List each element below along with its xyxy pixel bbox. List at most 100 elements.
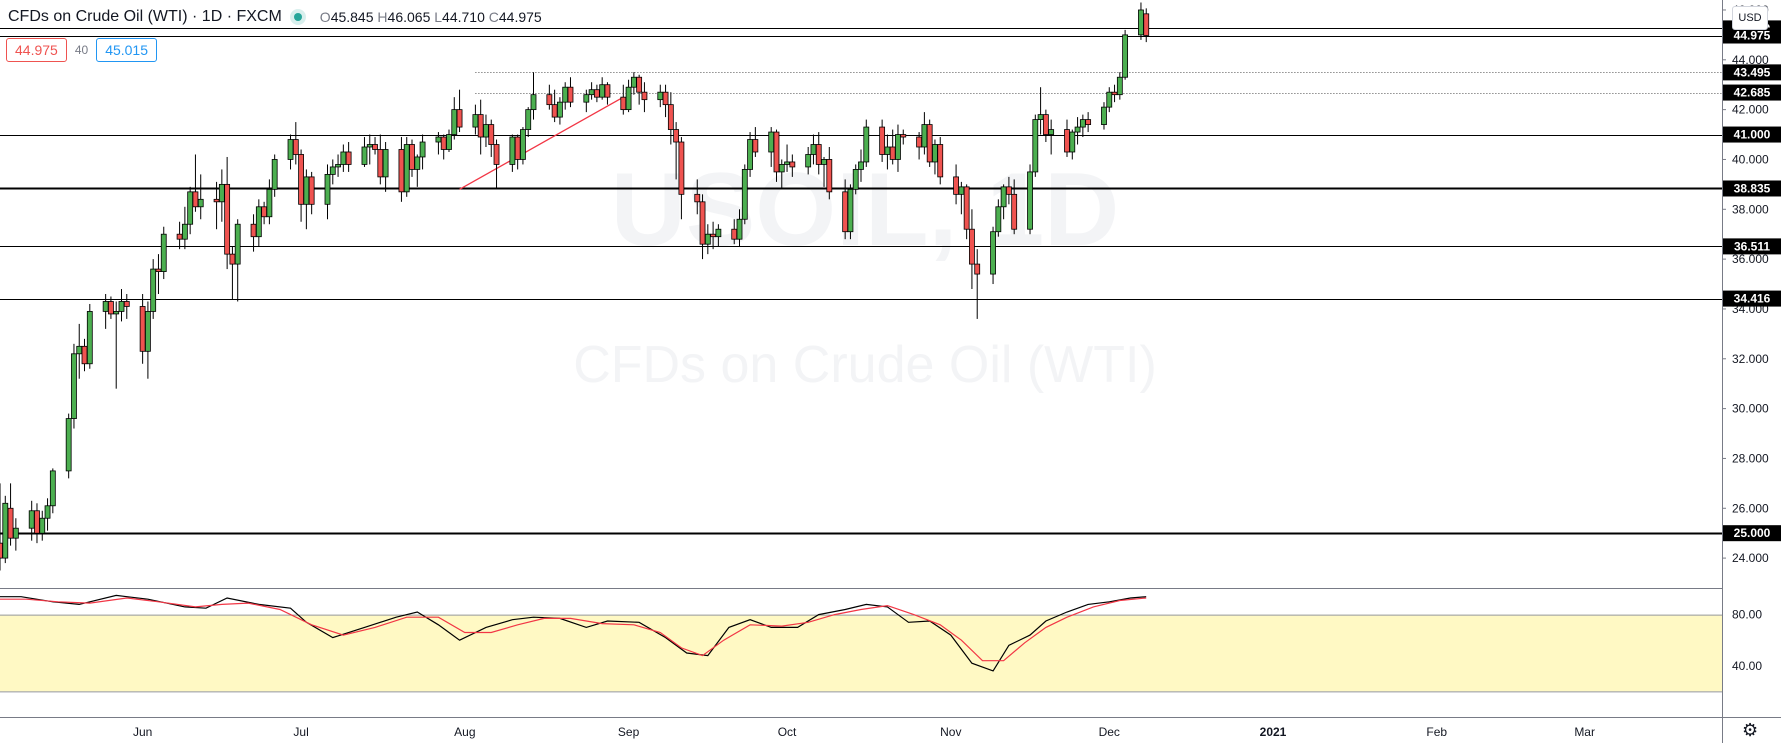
candle-body [446,134,452,150]
level-label: 34.416 [1734,292,1771,306]
close-label: C [488,9,499,25]
time-tick-label: Oct [778,725,797,739]
candle-body [974,263,981,275]
candle-body [261,206,268,218]
oscillator-axis[interactable]: 80.00 40.00 [1732,608,1762,673]
candle-body [1079,119,1086,128]
candle-body [250,223,257,238]
time-axis[interactable]: Jun Jul Aug Sep Oct Nov Dec 2021 Feb Mar [133,725,1595,739]
candle-body [768,131,775,153]
candle-body [810,144,817,155]
candle-body [710,233,716,238]
candle-body [995,206,1002,233]
candle-body [440,136,447,150]
candle-body [118,301,125,312]
candle-body [409,144,415,170]
candle-body [514,136,521,160]
candle-body [86,311,93,365]
candle-body [1143,13,1150,36]
price-axis[interactable]: 46.00044.00042.00040.00038.00036.00034.0… [1722,3,1769,565]
high-value: 46.065 [387,9,431,25]
candle-body [329,166,336,175]
candle-body [847,188,854,233]
horizontal-levels[interactable] [0,28,1722,535]
candle-body [588,89,595,96]
candle-body [345,151,352,165]
price-tick-label: 32.000 [1732,352,1769,366]
candle-body [889,146,896,160]
candle-body [805,154,812,168]
candle-body [636,76,643,93]
time-tick-label: Jul [293,725,308,739]
candle-body [324,174,331,205]
buy-button[interactable]: 45.015 [96,38,158,62]
market-status-icon[interactable] [293,13,302,21]
candle-body [778,164,785,173]
gear-icon[interactable]: ⚙ [1742,720,1759,740]
candle-body [900,134,907,138]
candle-body [1064,129,1070,153]
candle-body [192,191,199,208]
candle-body [1085,119,1092,125]
candle-body [625,86,632,111]
level-label-box [1723,238,1781,255]
candle-body [366,144,373,148]
low-value: 44.710 [442,9,485,25]
candle-body [694,193,701,203]
candle-body [932,144,938,163]
candle-body [102,301,109,312]
candle-body [28,510,35,529]
candle-body [76,345,83,355]
candle-body [160,233,167,272]
time-tick-label: Nov [940,725,961,739]
candle-body [1122,34,1129,78]
quote-buttons: 44.975 40 45.015 [6,38,158,62]
trendline-layer[interactable] [459,96,624,190]
level-label: 42.685 [1734,86,1771,100]
candle-body [863,126,870,163]
candle-body [435,136,442,143]
time-tick-label: Feb [1426,725,1447,739]
candle-body [784,161,790,165]
symbol-legend[interactable]: CFDs on Crude Oil (WTI) · 1D · FXCM O45.… [8,8,542,26]
candle-body [736,218,743,240]
oscillator-k-line [0,594,1147,672]
candle-body [657,91,664,101]
candle-body [403,144,410,193]
sell-button[interactable]: 44.975 [6,38,67,62]
currency-button[interactable]: USD [1732,6,1768,30]
candle-body [0,542,3,559]
candle-body [520,129,526,160]
level-label-box [1723,525,1781,542]
level-label-box [1723,290,1781,307]
candle-body [472,114,479,128]
candle-body [1101,106,1107,125]
time-tick-label: Jun [133,725,152,739]
time-tick-label: Sep [618,725,640,739]
time-tick-label: 2021 [1260,725,1287,739]
level-label: 25.000 [1734,526,1771,540]
symbol-title[interactable]: CFDs on Crude Oil (WTI) · 1D · FXCM [8,8,282,25]
time-tick-label: Aug [454,725,475,739]
level-label-box [1723,180,1781,197]
price-tick-label: 42.000 [1732,103,1769,117]
candle-body [509,136,516,165]
oscillator-d-line [0,597,1147,662]
candle-body [662,91,669,106]
candle-body [419,141,426,158]
candle-body [895,134,901,160]
candle-body [81,345,88,365]
watermark-name: CFDs on Crude Oil (WTI) [573,336,1157,394]
price-tick-label: 44.000 [1732,53,1769,67]
price-pane[interactable] [0,0,1722,588]
price-tick-label: 30.000 [1732,402,1769,416]
candle-body [826,159,833,193]
candle-body [530,94,537,111]
candle-body [678,141,685,195]
candles-layer [0,2,1150,571]
level-label: 38.835 [1734,181,1771,195]
ohlc-values: O45.845 H46.065 L44.710 C44.975 [320,9,542,25]
candle-body [1106,91,1113,108]
candle-body [1032,119,1039,173]
